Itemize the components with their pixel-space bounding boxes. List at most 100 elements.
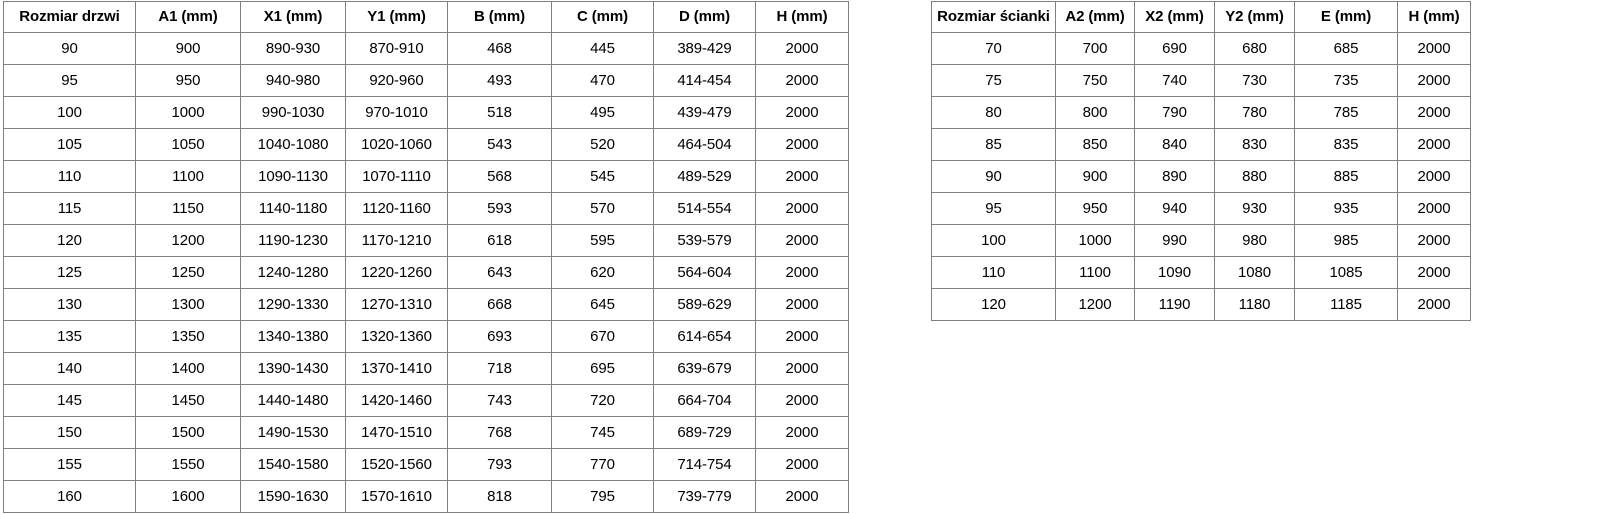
- table-cell: 1470-1510: [345, 416, 448, 449]
- table-cell: 730: [1214, 64, 1295, 97]
- table-cell: 1100: [1055, 256, 1135, 289]
- table-row: 80 800 790 780 785 2000: [931, 96, 1471, 129]
- table-row: 70 700 690 680 685 2000: [931, 32, 1471, 65]
- table-cell: 95: [931, 192, 1056, 225]
- walls-table-body: 70 700 690 680 685 2000 75 750 740 730 735 2000 80 80…: [931, 32, 1471, 321]
- column-header-h: H (mm): [1397, 1, 1471, 33]
- table-cell: 1140-1180: [240, 192, 346, 225]
- table-cell: 110: [3, 160, 136, 193]
- table-cell: 2000: [1397, 64, 1471, 97]
- table-cell: 780: [1214, 96, 1295, 129]
- table-row: 110 1100 1090-1130 1070-1110 568 545 489-529 20…: [3, 160, 849, 193]
- table-cell: 1270-1310: [345, 288, 448, 321]
- table-cell: 1350: [135, 320, 241, 353]
- table-cell: 618: [447, 224, 552, 257]
- table-cell: 90: [3, 32, 136, 65]
- table-cell: 1170-1210: [345, 224, 448, 257]
- table-cell: 689-729: [653, 416, 756, 449]
- table-cell: 1090: [1134, 256, 1215, 289]
- table-cell: 1200: [135, 224, 241, 257]
- table-row: 145 1450 1440-1480 1420-1460 743 720 664-704 20…: [3, 384, 849, 417]
- table-row: 105 1050 1040-1080 1020-1060 543 520 464-504 20…: [3, 128, 849, 161]
- table-cell: 2000: [1397, 96, 1471, 129]
- doors-table-body: 90 900 890-930 870-910 468 445 389-429 2000 95 95…: [3, 32, 849, 513]
- table-cell: 110: [931, 256, 1056, 289]
- table-cell: 620: [551, 256, 654, 289]
- table-cell: 2000: [755, 384, 849, 417]
- column-header-a1: A1 (mm): [135, 1, 241, 33]
- table-row: 155 1550 1540-1580 1520-1560 793 770 714-754 20…: [3, 448, 849, 481]
- column-header-x1: X1 (mm): [240, 1, 346, 33]
- table-cell: 135: [3, 320, 136, 353]
- table-row: 120 1200 1190-1230 1170-1210 618 595 539-579 20…: [3, 224, 849, 257]
- table-cell: 90: [931, 160, 1056, 193]
- table-row: 90 900 890 880 885 2000: [931, 160, 1471, 193]
- table-cell: 700: [1055, 32, 1135, 65]
- table-cell: 2000: [755, 192, 849, 225]
- table-cell: 539-579: [653, 224, 756, 257]
- table-cell: 155: [3, 448, 136, 481]
- table-cell: 2000: [755, 32, 849, 65]
- table-cell: 1020-1060: [345, 128, 448, 161]
- table-cell: 880: [1214, 160, 1295, 193]
- table-row: 85 850 840 830 835 2000: [931, 128, 1471, 161]
- table-cell: 643: [447, 256, 552, 289]
- table-cell: 120: [931, 288, 1056, 321]
- table-cell: 818: [447, 480, 552, 513]
- table-cell: 935: [1294, 192, 1398, 225]
- table-row: 130 1300 1290-1330 1270-1310 668 645 589-629 20…: [3, 288, 849, 321]
- table-cell: 1050: [135, 128, 241, 161]
- table-cell: 545: [551, 160, 654, 193]
- table-cell: 2000: [755, 256, 849, 289]
- table-row: 125 1250 1240-1280 1220-1260 643 620 564-604 20…: [3, 256, 849, 289]
- table-cell: 2000: [1397, 288, 1471, 321]
- table-cell: 850: [1055, 128, 1135, 161]
- table-row: 95 950 940-980 920-960 493 470 414-454 2000: [3, 64, 849, 97]
- table-cell: 614-654: [653, 320, 756, 353]
- table-cell: 2000: [755, 416, 849, 449]
- table-cell: 1190-1230: [240, 224, 346, 257]
- table-cell: 1540-1580: [240, 448, 346, 481]
- table-cell: 2000: [755, 224, 849, 257]
- table-cell: 470: [551, 64, 654, 97]
- table-cell: 120: [3, 224, 136, 257]
- table-cell: 835: [1294, 128, 1398, 161]
- table-cell: 1000: [135, 96, 241, 129]
- table-cell: 1550: [135, 448, 241, 481]
- table-header-row: Rozmiar drzwi A1 (mm) X1 (mm) Y1 (mm) B …: [3, 1, 849, 33]
- table-cell: 80: [931, 96, 1056, 129]
- table-cell: 890-930: [240, 32, 346, 65]
- table-row: 150 1500 1490-1530 1470-1510 768 745 689-729 20…: [3, 416, 849, 449]
- table-cell: 145: [3, 384, 136, 417]
- column-header-b: B (mm): [447, 1, 552, 33]
- table-cell: 720: [551, 384, 654, 417]
- table-cell: 1220-1260: [345, 256, 448, 289]
- table-cell: 1150: [135, 192, 241, 225]
- column-header-rozmiar-drzwi: Rozmiar drzwi: [3, 1, 136, 33]
- table-cell: 589-629: [653, 288, 756, 321]
- table-row: 160 1600 1590-1630 1570-1610 818 795 739-779 20…: [3, 480, 849, 513]
- table-cell: 693: [447, 320, 552, 353]
- table-cell: 695: [551, 352, 654, 385]
- table-cell: 1085: [1294, 256, 1398, 289]
- table-cell: 668: [447, 288, 552, 321]
- column-header-c: C (mm): [551, 1, 654, 33]
- table-cell: 464-504: [653, 128, 756, 161]
- table-cell: 1240-1280: [240, 256, 346, 289]
- table-cell: 543: [447, 128, 552, 161]
- table-row: 100 1000 990 980 985 2000: [931, 224, 1471, 257]
- table-cell: 100: [3, 96, 136, 129]
- table-cell: 795: [551, 480, 654, 513]
- table-cell: 870-910: [345, 32, 448, 65]
- doors-specification-table: Rozmiar drzwi A1 (mm) X1 (mm) Y1 (mm) B …: [3, 1, 849, 513]
- table-cell: 1490-1530: [240, 416, 346, 449]
- table-cell: 564-604: [653, 256, 756, 289]
- table-cell: 639-679: [653, 352, 756, 385]
- table-cell: 890: [1134, 160, 1215, 193]
- table-cell: 940: [1134, 192, 1215, 225]
- table-cell: 1340-1380: [240, 320, 346, 353]
- table-cell: 2000: [755, 288, 849, 321]
- table-cell: 745: [551, 416, 654, 449]
- table-cell: 2000: [1397, 192, 1471, 225]
- table-cell: 140: [3, 352, 136, 385]
